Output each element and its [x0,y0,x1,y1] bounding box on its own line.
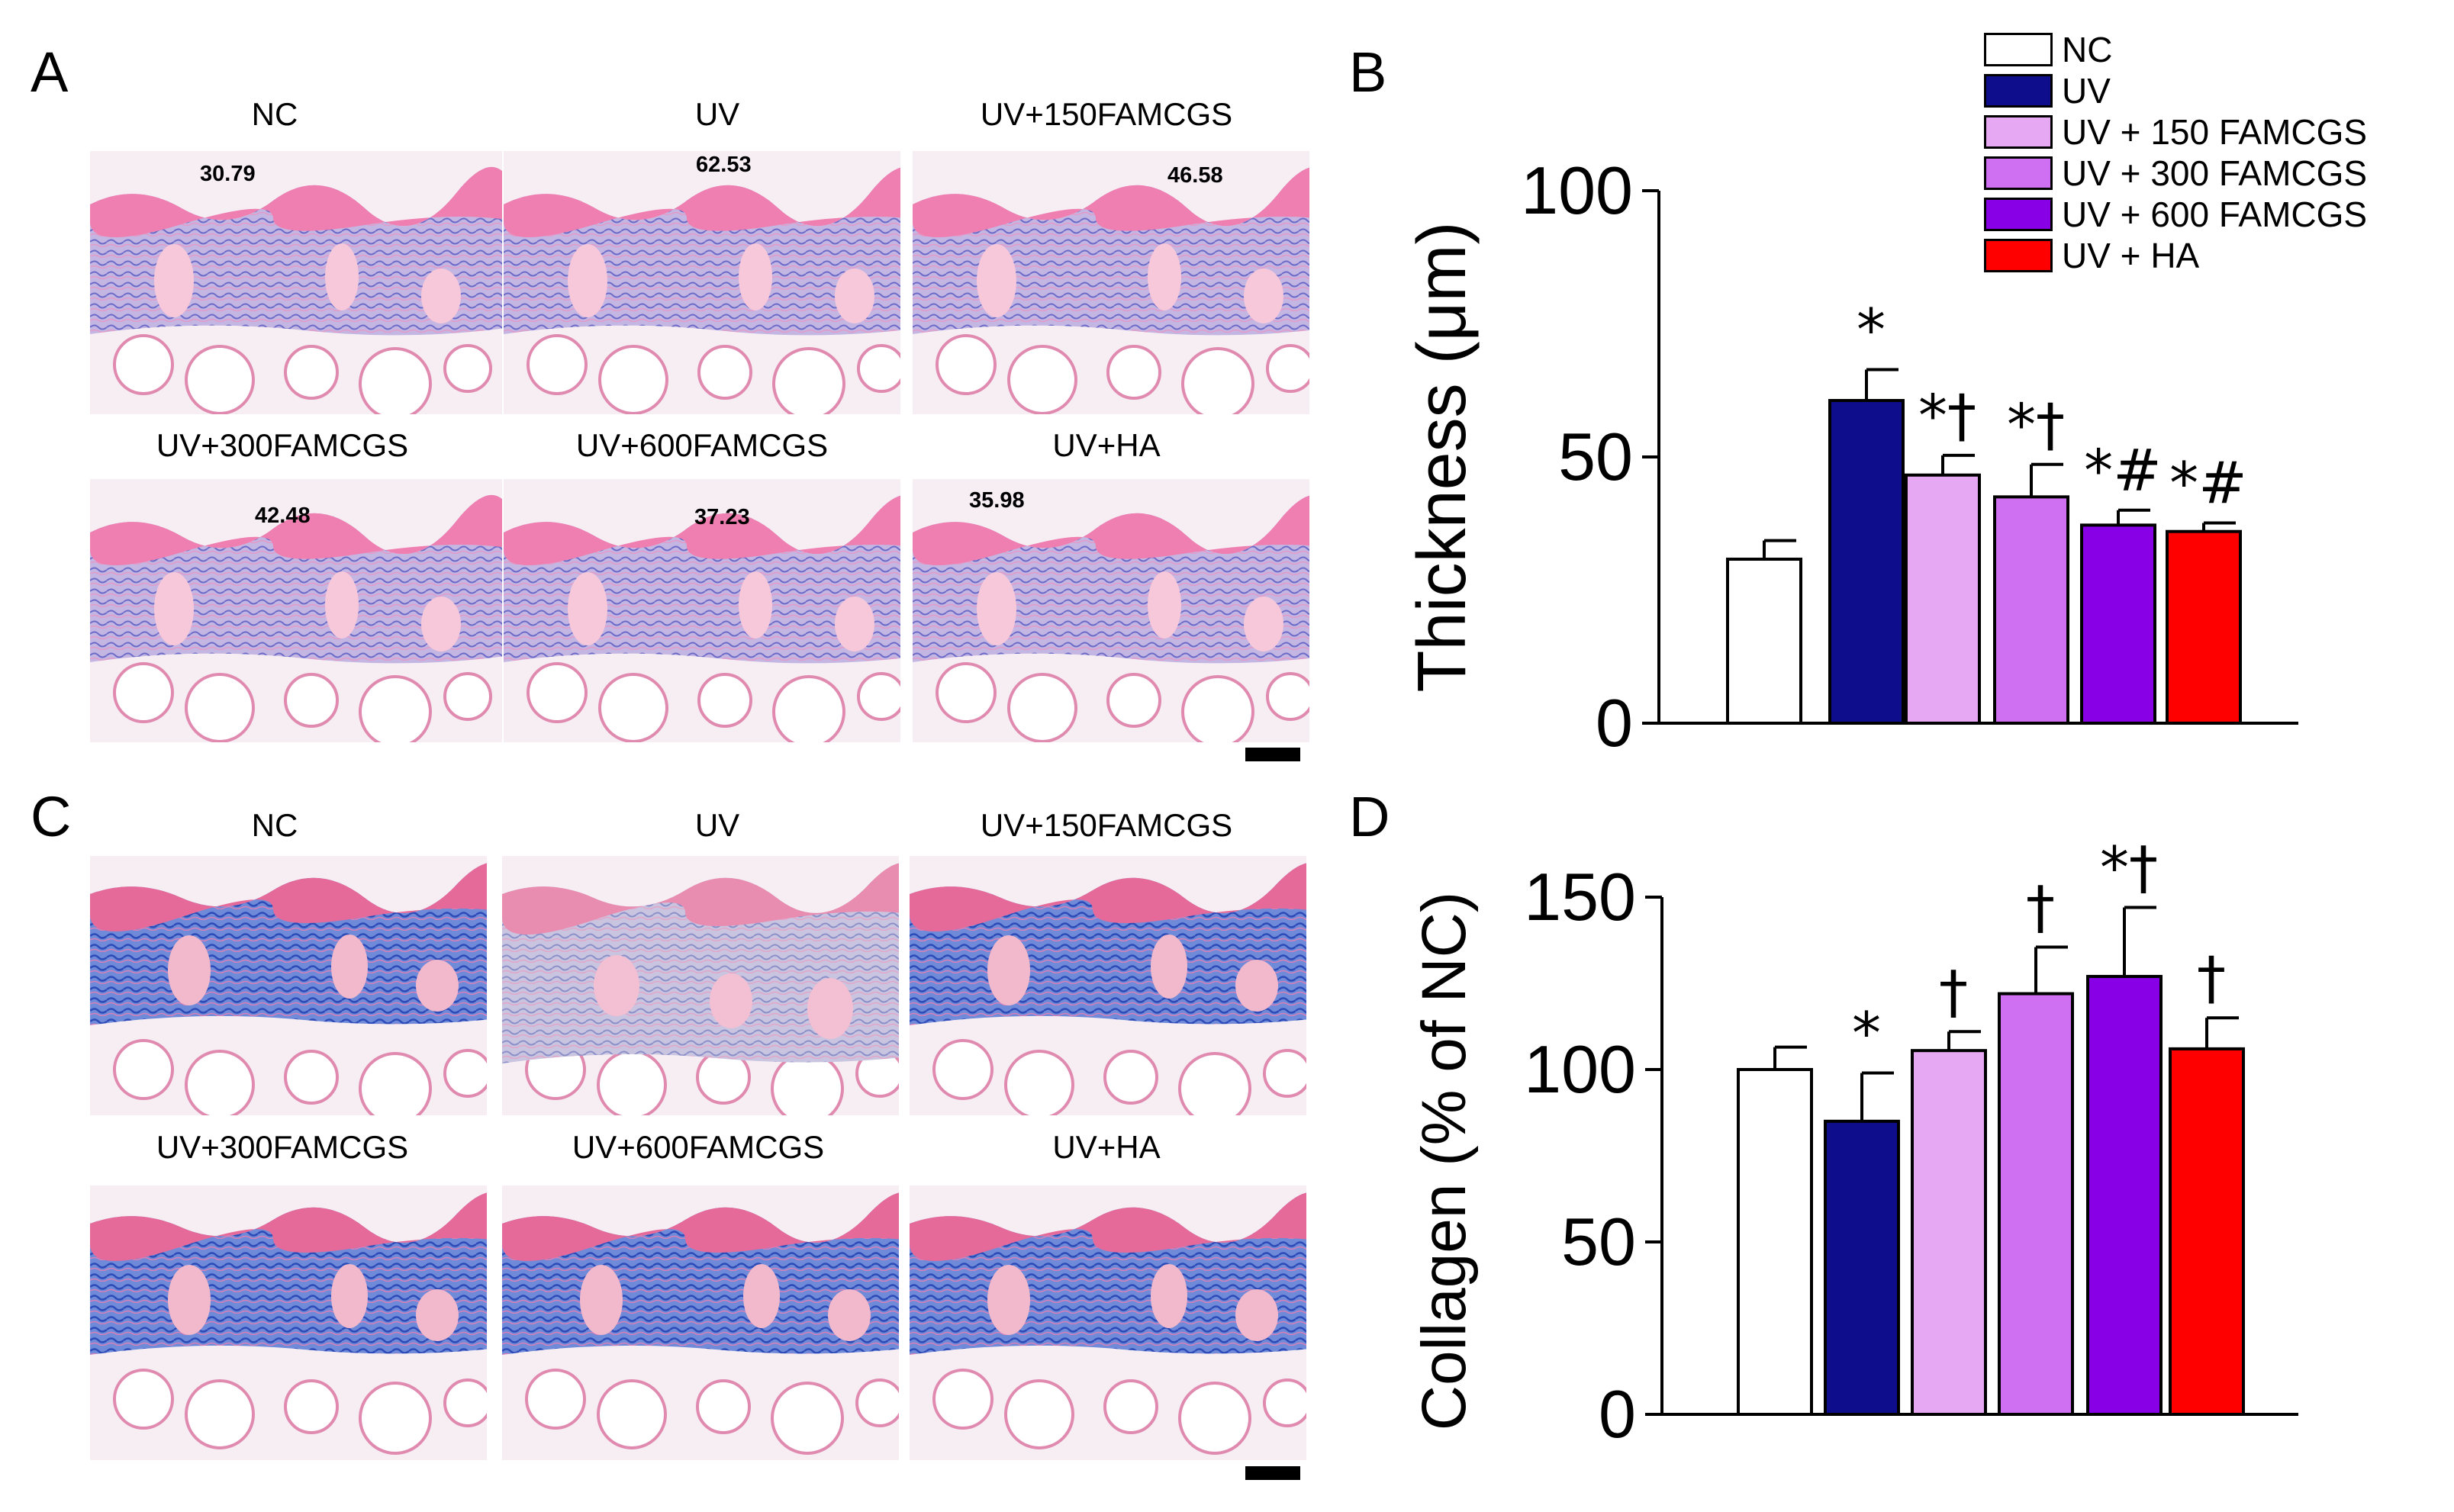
legend-label: UV + 600 FAMCGS [2062,195,2368,234]
legend-label: UV + 300 FAMCGS [2062,153,2368,193]
y-tick-label: 50 [1558,419,1633,494]
bar [1828,399,1905,725]
bar [2169,1047,2245,1416]
y-tick-label: 100 [1521,153,1633,228]
significance-mark: * [1857,296,1886,364]
a-measure-uvha: 35.98 [969,488,1025,513]
a-label-uv150: UV+150FAMCGS [980,96,1233,132]
significance-mark: *† [2100,834,2158,902]
significance-mark: † [2026,873,2055,941]
a-label-uv300: UV+300FAMCGS [156,427,409,463]
legend-swatch [1984,156,2053,190]
y-tick-label: 0 [1599,1376,1636,1452]
c-label-uv300: UV+300FAMCGS [156,1129,409,1165]
legend-label: UV + HA [2062,236,2200,275]
significance-mark: *# [2084,436,2162,504]
bar [2166,529,2242,725]
c-label-uvha: UV+HA [1052,1129,1161,1165]
panel-letter-c: C [31,785,72,848]
bar [2080,523,2156,725]
panel-letter-a: A [31,40,69,104]
scale-bar-c [1245,1466,1300,1480]
bar [1726,558,1802,725]
legend-swatch [1984,115,2053,149]
a-measure-uv300: 42.48 [255,503,311,528]
significance-mark: * [1852,999,1881,1067]
a-measure-uv150: 46.58 [1167,163,1223,188]
legend-item: UV + HA [1984,235,2367,276]
legend-label: UV + 150 FAMCGS [2062,112,2368,152]
y-axis-label: Collagen (% of NC) [1409,892,1479,1430]
c-label-uv600: UV+600FAMCGS [572,1129,825,1165]
bar [1993,495,2069,725]
a-label-nc: NC [251,96,298,132]
legend-item: NC [1984,29,2367,70]
a-measure-nc: 30.79 [200,162,256,186]
scale-bar-a [1245,748,1300,761]
bar [1998,992,2074,1417]
significance-mark: † [1939,957,1968,1025]
a-label-uvha: UV+HA [1052,427,1161,463]
legend-swatch [1984,239,2053,272]
c-label-nc: NC [251,807,298,843]
a-measure-uv600: 37.23 [694,505,750,529]
legend-item: UV + 600 FAMCGS [1984,194,2367,235]
y-tick-label: 100 [1524,1031,1636,1107]
significance-mark: † [2197,944,2226,1012]
significance-mark: *† [1918,381,1976,449]
y-axis-label: Thickness (μm) [1404,222,1480,693]
bar [1824,1119,1900,1417]
c-label-uv150: UV+150FAMCGS [980,807,1233,843]
bar [2086,974,2163,1416]
bar [1911,1049,1987,1416]
a-measure-uv: 62.53 [696,153,752,177]
panel-letter-d: D [1349,785,1390,848]
c-label-uv: UV [694,807,740,843]
legend-swatch [1984,33,2053,66]
legend: NC UV UV + 150 FAMCGS UV + 300 FAMCGS UV… [1984,29,2367,276]
legend-label: UV [2062,71,2111,111]
a-label-uv600: UV+600FAMCGS [575,427,829,463]
legend-item: UV + 300 FAMCGS [1984,153,2367,194]
significance-mark: *# [2169,449,2247,517]
y-tick-label: 0 [1596,685,1633,761]
y-tick-label: 150 [1524,859,1636,935]
bar [1737,1068,1813,1416]
significance-mark: *† [2007,391,2065,458]
legend-item: UV + 150 FAMCGS [1984,111,2367,153]
legend-swatch [1984,74,2053,108]
legend-swatch [1984,198,2053,231]
legend-item: UV [1984,70,2367,111]
bar [1905,473,1981,725]
panel-letter-b: B [1349,40,1387,104]
y-tick-label: 50 [1561,1204,1636,1279]
legend-label: NC [2062,30,2113,69]
a-label-uv: UV [694,96,740,132]
